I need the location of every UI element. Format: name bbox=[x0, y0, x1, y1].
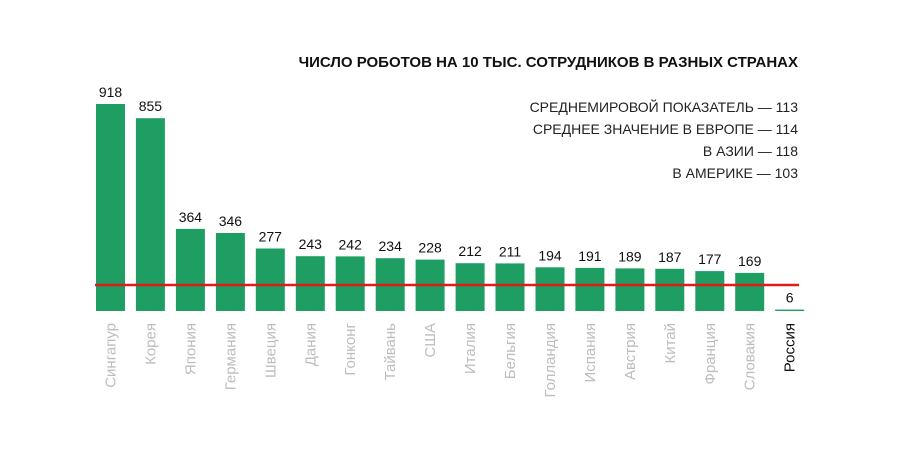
category-label: Дания bbox=[302, 323, 319, 366]
category-label: Россия bbox=[782, 323, 799, 372]
category-label: США bbox=[422, 323, 439, 358]
annotation-block: СРЕДНЕМИРОВОЙ ПОКАЗАТЕЛЬ — 113 СРЕДНЕЕ З… bbox=[530, 98, 799, 181]
category-label: Испания bbox=[582, 323, 599, 383]
category-label: Бельгия bbox=[502, 323, 519, 379]
category-label: Франция bbox=[702, 323, 719, 384]
bar-13 bbox=[575, 267, 605, 311]
value-label: 191 bbox=[578, 248, 602, 264]
chart-title: ЧИСЛО РОБОТОВ НА 10 ТЫС. СОТРУДНИКОВ В Р… bbox=[299, 54, 798, 71]
annotation-america-average: В АМЕРИКЕ — 103 bbox=[672, 165, 798, 181]
bar-12 bbox=[535, 267, 565, 311]
bar-14 bbox=[615, 268, 645, 311]
value-label: 6 bbox=[786, 290, 794, 306]
value-label: 364 bbox=[179, 209, 203, 225]
value-label: 855 bbox=[139, 98, 163, 114]
value-label: 918 bbox=[99, 84, 123, 100]
category-label: Япония bbox=[182, 323, 199, 375]
value-label: 211 bbox=[499, 243, 522, 259]
category-label: Корея bbox=[142, 323, 159, 365]
category-label: Тайвань bbox=[382, 323, 399, 381]
category-label: Голландия bbox=[542, 323, 559, 398]
value-label: 212 bbox=[458, 243, 482, 259]
category-label: Словакия bbox=[742, 323, 759, 390]
bar-4 bbox=[215, 233, 245, 311]
bar-18 bbox=[775, 309, 805, 311]
category-label: Гонконг bbox=[342, 322, 359, 375]
bar-11 bbox=[495, 263, 525, 311]
bar-16 bbox=[695, 271, 725, 311]
value-label: 243 bbox=[299, 236, 323, 252]
bar-1 bbox=[96, 104, 125, 311]
value-label: 346 bbox=[219, 213, 243, 229]
bar-2 bbox=[135, 118, 165, 311]
category-label: Австрия bbox=[622, 323, 639, 380]
value-label: 169 bbox=[738, 253, 762, 269]
bar-3 bbox=[175, 228, 205, 311]
category-label: Швеция bbox=[262, 323, 279, 378]
bar-17 bbox=[735, 272, 765, 311]
value-labels-group: 918 855 364 346 277 243 242 234 228 212 211 194 191 1… bbox=[99, 84, 794, 306]
category-label: Италия bbox=[462, 323, 479, 374]
value-label: 187 bbox=[658, 249, 682, 265]
value-label: 242 bbox=[339, 236, 363, 252]
value-label: 234 bbox=[379, 238, 403, 254]
bar-6 bbox=[295, 256, 325, 311]
category-label: Китай bbox=[662, 323, 679, 364]
value-label: 177 bbox=[698, 251, 722, 267]
bar-15 bbox=[655, 268, 685, 311]
bar-10 bbox=[455, 263, 485, 311]
value-label: 228 bbox=[418, 240, 442, 256]
category-label: Германия bbox=[222, 323, 239, 390]
annotation-europe-average: СРЕДНЕЕ ЗНАЧЕНИЕ В ЕВРОПЕ — 114 bbox=[533, 121, 798, 137]
value-label: 189 bbox=[618, 248, 642, 264]
category-label: Сингапур bbox=[103, 323, 120, 388]
value-label: 277 bbox=[259, 229, 283, 245]
bar-7 bbox=[335, 256, 365, 311]
annotation-world-average: СРЕДНЕМИРОВОЙ ПОКАЗАТЕЛЬ — 113 bbox=[530, 98, 799, 115]
bar-5 bbox=[255, 248, 285, 311]
annotation-asia-average: В АЗИИ — 118 bbox=[703, 143, 798, 159]
category-labels-group: Сингапур Корея Япония Германия Швеция Дания Го… bbox=[103, 322, 799, 397]
value-label: 194 bbox=[538, 247, 562, 263]
